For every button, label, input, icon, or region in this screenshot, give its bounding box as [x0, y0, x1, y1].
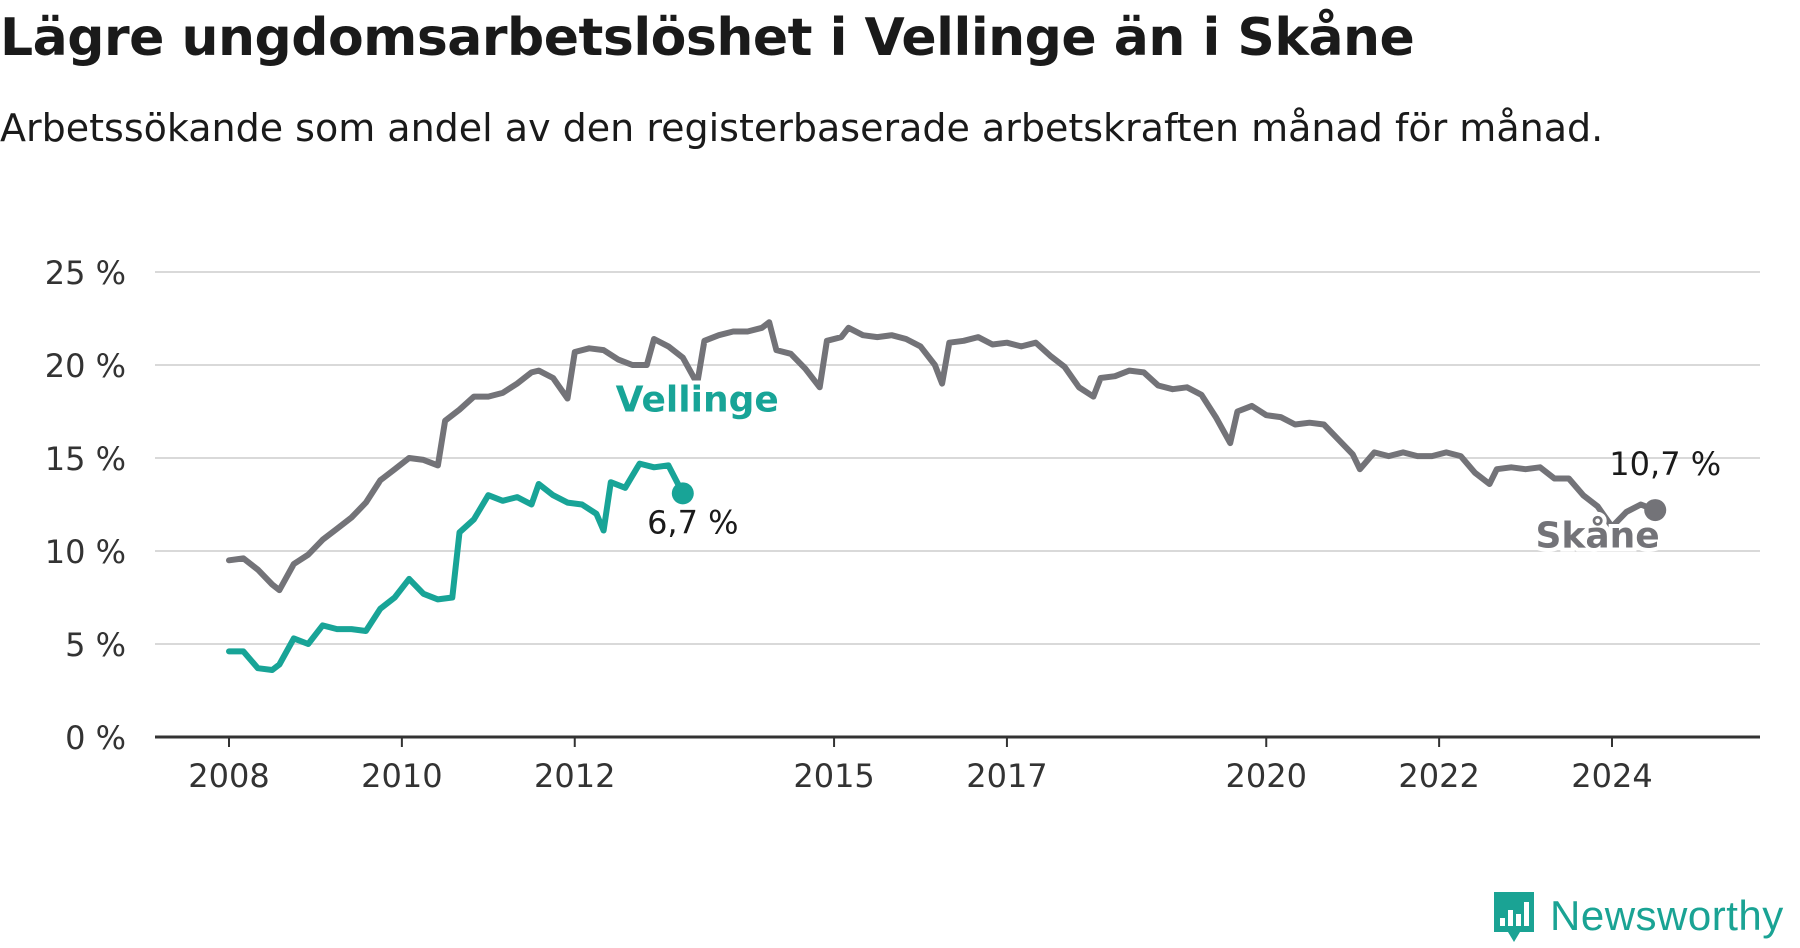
end-point-marker: [1644, 499, 1667, 522]
x-tick-label: 2015: [793, 757, 874, 795]
chart-subtitle: Arbetssökande som andel av den registerb…: [0, 106, 1604, 150]
x-tick-label: 2012: [534, 757, 615, 795]
end-point-marker: [671, 482, 694, 505]
series-lines: [226, 319, 1659, 673]
skane-annotation: Skåne: [1535, 515, 1659, 556]
x-tick-label: 2020: [1226, 757, 1307, 795]
vellinge-annotation: Vellinge: [616, 380, 779, 421]
series-line-vellinge: [226, 460, 686, 673]
brand-name: Newsworthy: [1550, 892, 1784, 939]
y-tick-label: 0 %: [65, 719, 126, 757]
vellinge-end-label: 6,7 %: [647, 503, 738, 541]
y-tick-label: 15 %: [45, 440, 126, 478]
brand-logo: Newsworthy: [1490, 888, 1784, 944]
x-tick-label: 2010: [361, 757, 442, 795]
y-tick-label: 5 %: [65, 626, 126, 664]
x-tick-label: 2008: [188, 757, 269, 795]
x-axis: 2008 2010 2012 2015 2017 2020 2022 2024: [155, 735, 1760, 795]
y-tick-label: 20 %: [45, 347, 126, 385]
skane-end-label: 10,7 %: [1609, 445, 1721, 483]
x-tick-label: 2022: [1398, 757, 1479, 795]
chart-title: Lägre ungdomsarbetslöshet i Vellinge än …: [0, 8, 1415, 68]
y-tick-label: 25 %: [45, 254, 126, 292]
bar-chart-speech-bubble-icon: [1494, 892, 1534, 942]
y-tick-labels: 0 % 5 % 10 % 15 % 20 % 25 %: [45, 254, 126, 757]
end-markers: 10,7 % 6,7 %: [647, 445, 1721, 541]
x-tick-label: 2024: [1571, 757, 1652, 795]
x-tick-label: 2017: [966, 757, 1047, 795]
line-chart: 0 %5 %10 %15 %20 %25 % 2008 2010 2012 2015 2…: [45, 254, 1760, 795]
series-line-skne: [226, 319, 1659, 594]
y-gridlines: [155, 271, 1760, 645]
series-annotations: Vellinge Skåne: [612, 376, 1664, 561]
y-tick-label: 10 %: [45, 533, 126, 571]
